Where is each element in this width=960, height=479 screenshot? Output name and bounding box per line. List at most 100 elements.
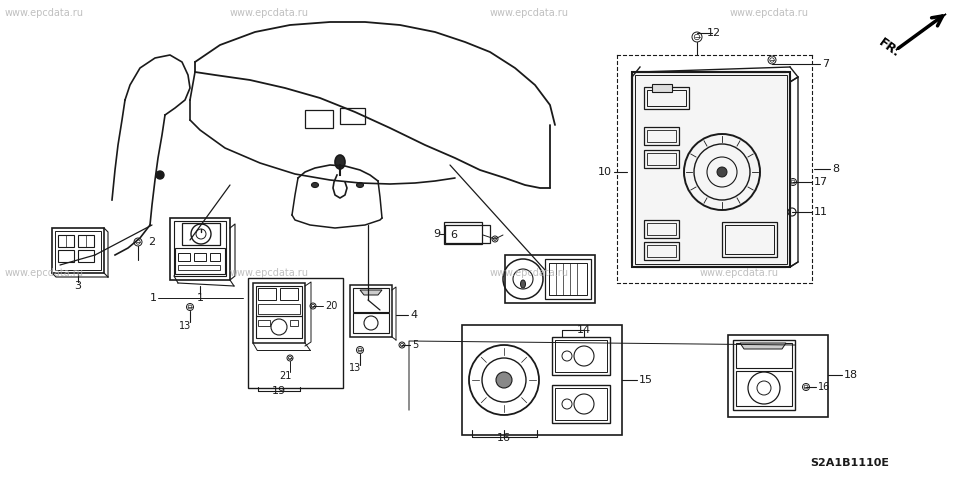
Bar (248, 278, 343, 388)
Bar (305, 110, 333, 128)
Text: 5: 5 (412, 340, 419, 350)
Bar (174, 221, 226, 276)
Bar (647, 223, 676, 235)
Bar (290, 320, 298, 326)
Text: 16: 16 (497, 433, 511, 443)
Text: S2A1B1110E: S2A1B1110E (810, 458, 889, 468)
Bar (644, 150, 679, 168)
Text: 9: 9 (433, 229, 440, 239)
Bar (647, 245, 676, 257)
Bar (175, 248, 225, 274)
Text: 1: 1 (197, 293, 204, 303)
Text: 8: 8 (832, 164, 839, 174)
Ellipse shape (335, 155, 345, 169)
Bar (647, 90, 686, 106)
Bar (647, 153, 676, 165)
Bar (552, 385, 610, 423)
Text: www.epcdata.ru: www.epcdata.ru (490, 8, 569, 18)
Bar (644, 220, 679, 238)
Bar (545, 259, 591, 299)
Bar (635, 75, 787, 264)
Text: www.epcdata.ru: www.epcdata.ru (700, 268, 779, 278)
Bar (350, 285, 392, 337)
Bar (736, 371, 792, 406)
Bar (253, 283, 305, 343)
Bar (78, 235, 94, 247)
Text: 20: 20 (325, 301, 337, 311)
Bar (178, 265, 220, 270)
Text: 6: 6 (450, 230, 457, 240)
Text: FR.: FR. (876, 36, 902, 60)
Bar (462, 325, 622, 435)
Bar (353, 313, 389, 333)
Text: 14: 14 (577, 325, 591, 335)
Bar (256, 286, 302, 316)
Bar (258, 288, 276, 300)
Text: 1: 1 (150, 293, 156, 303)
Circle shape (496, 372, 512, 388)
Bar (170, 218, 230, 280)
Bar (549, 263, 587, 295)
Text: 21: 21 (278, 371, 291, 381)
Bar (555, 340, 607, 372)
Circle shape (717, 167, 727, 177)
Bar (210, 253, 220, 261)
Bar (340, 108, 365, 124)
Text: 13: 13 (348, 363, 361, 373)
Text: 18: 18 (844, 370, 858, 380)
Bar (555, 388, 607, 420)
Bar (280, 288, 298, 300)
Text: www.epcdata.ru: www.epcdata.ru (5, 8, 84, 18)
Bar (194, 253, 206, 261)
Text: 13: 13 (179, 321, 191, 331)
Text: www.epcdata.ru: www.epcdata.ru (230, 268, 309, 278)
Text: 4: 4 (410, 310, 418, 320)
Bar (52, 228, 104, 273)
Bar (444, 222, 482, 244)
Bar (728, 335, 828, 417)
Text: 10: 10 (598, 167, 612, 177)
Bar (736, 343, 792, 368)
Text: 17: 17 (814, 177, 828, 187)
Bar (733, 340, 795, 410)
Text: 19: 19 (272, 386, 286, 396)
Bar (632, 72, 790, 267)
Text: 3: 3 (75, 281, 82, 291)
Bar (725, 225, 774, 254)
Circle shape (156, 171, 164, 179)
Bar (552, 337, 610, 375)
Bar (256, 316, 302, 338)
Bar (644, 242, 679, 260)
Bar (258, 304, 300, 314)
Polygon shape (740, 343, 786, 349)
Bar (78, 250, 94, 262)
Ellipse shape (356, 182, 364, 187)
Bar (652, 84, 672, 92)
Ellipse shape (311, 182, 319, 187)
Bar (258, 320, 270, 326)
Polygon shape (360, 290, 382, 295)
Text: 15: 15 (639, 375, 653, 385)
Text: www.epcdata.ru: www.epcdata.ru (730, 8, 809, 18)
Text: 12: 12 (707, 28, 721, 38)
Bar (722, 222, 777, 257)
Bar (647, 130, 676, 142)
Bar (182, 223, 220, 245)
Text: www.epcdata.ru: www.epcdata.ru (5, 268, 84, 278)
Bar (353, 288, 389, 312)
Ellipse shape (520, 280, 525, 288)
Bar (178, 253, 190, 261)
Text: 7: 7 (822, 59, 829, 69)
Bar (58, 235, 74, 247)
Text: 11: 11 (814, 207, 828, 217)
Text: 16: 16 (818, 382, 830, 392)
Bar (58, 250, 74, 262)
Text: www.epcdata.ru: www.epcdata.ru (230, 8, 309, 18)
Bar (55, 231, 101, 270)
Polygon shape (896, 14, 946, 50)
Bar (445, 225, 490, 243)
Text: 2: 2 (148, 237, 156, 247)
Bar (644, 87, 689, 109)
Text: www.epcdata.ru: www.epcdata.ru (490, 268, 569, 278)
Bar (644, 127, 679, 145)
